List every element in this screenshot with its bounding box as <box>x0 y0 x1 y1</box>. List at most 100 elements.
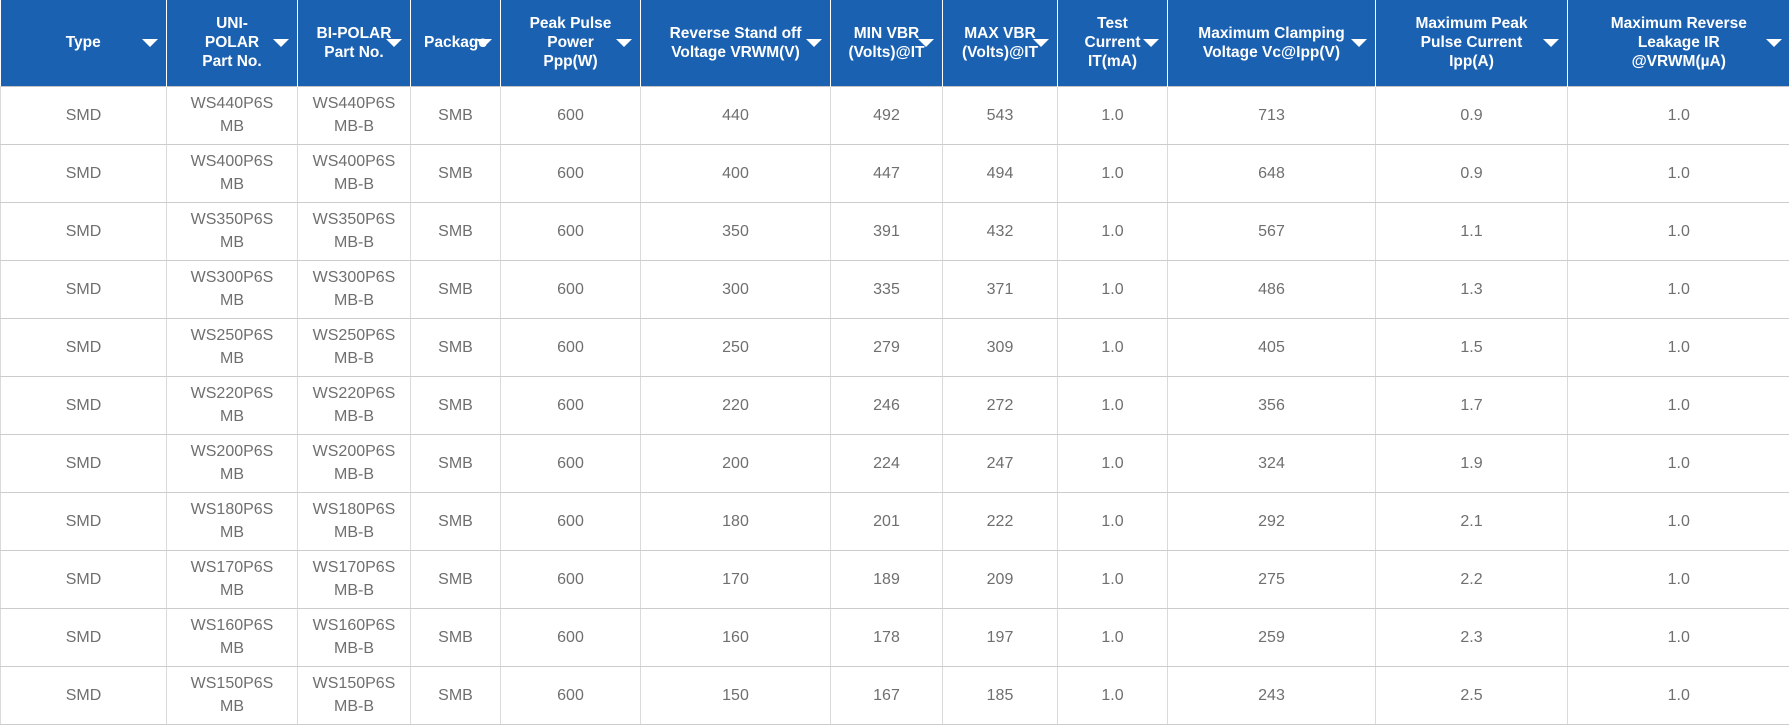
cell-max-reverse-leakage: 1.0 <box>1568 666 1789 724</box>
cell-type: SMD <box>1 86 167 144</box>
filter-dropdown-icon[interactable] <box>1143 39 1159 47</box>
column-header-peak-pulse-power[interactable]: Peak Pulse Power Ppp(W) <box>501 0 641 86</box>
cell-max-vbr: 432 <box>943 202 1058 260</box>
filter-dropdown-icon[interactable] <box>476 39 492 47</box>
cell-max-reverse-leakage: 1.0 <box>1568 202 1789 260</box>
cell-max-peak-pulse-current: 0.9 <box>1376 144 1568 202</box>
cell-max-vbr: 222 <box>943 492 1058 550</box>
cell-max-vbr: 209 <box>943 550 1058 608</box>
cell-max-reverse-leakage: 1.0 <box>1568 492 1789 550</box>
cell-test-current: 1.0 <box>1058 434 1168 492</box>
column-label-max-reverse-leakage: Maximum Reverse Leakage IR @VRWM(µA) <box>1611 14 1747 71</box>
cell-bipolar-part-no: WS400P6SMB-B <box>298 144 411 202</box>
filter-dropdown-icon[interactable] <box>142 39 158 47</box>
filter-dropdown-icon[interactable] <box>273 39 289 47</box>
filter-dropdown-icon[interactable] <box>1351 39 1367 47</box>
cell-max-clamping-voltage: 275 <box>1168 550 1376 608</box>
cell-unipolar-part-no: WS300P6SMB <box>167 260 298 318</box>
cell-unipolar-part-no: WS170P6SMB <box>167 550 298 608</box>
cell-package: SMB <box>411 144 501 202</box>
cell-package: SMB <box>411 492 501 550</box>
filter-dropdown-icon[interactable] <box>616 39 632 47</box>
cell-min-vbr: 391 <box>831 202 943 260</box>
cell-reverse-standoff-voltage: 400 <box>641 144 831 202</box>
cell-package: SMB <box>411 608 501 666</box>
cell-max-reverse-leakage: 1.0 <box>1568 550 1789 608</box>
cell-max-peak-pulse-current: 2.5 <box>1376 666 1568 724</box>
column-label-reverse-standoff-voltage: Reverse Stand off Voltage VRWM(V) <box>670 24 802 62</box>
filter-dropdown-icon[interactable] <box>918 39 934 47</box>
cell-peak-pulse-power: 600 <box>501 318 641 376</box>
cell-min-vbr: 447 <box>831 144 943 202</box>
cell-peak-pulse-power: 600 <box>501 144 641 202</box>
cell-bipolar-part-no: WS180P6SMB-B <box>298 492 411 550</box>
cell-type: SMD <box>1 144 167 202</box>
filter-dropdown-icon[interactable] <box>386 39 402 47</box>
cell-max-reverse-leakage: 1.0 <box>1568 434 1789 492</box>
cell-type: SMD <box>1 376 167 434</box>
cell-type: SMD <box>1 608 167 666</box>
column-header-max-reverse-leakage[interactable]: Maximum Reverse Leakage IR @VRWM(µA) <box>1568 0 1789 86</box>
column-header-max-clamping-voltage[interactable]: Maximum Clamping Voltage Vc@Ipp(V) <box>1168 0 1376 86</box>
filter-dropdown-icon[interactable] <box>806 39 822 47</box>
cell-unipolar-part-no: WS180P6SMB <box>167 492 298 550</box>
filter-dropdown-icon[interactable] <box>1766 39 1782 47</box>
filter-dropdown-icon[interactable] <box>1033 39 1049 47</box>
cell-reverse-standoff-voltage: 180 <box>641 492 831 550</box>
column-label-type: Type <box>66 33 101 52</box>
cell-peak-pulse-power: 600 <box>501 260 641 318</box>
cell-max-reverse-leakage: 1.0 <box>1568 318 1789 376</box>
cell-type: SMD <box>1 666 167 724</box>
cell-max-vbr: 247 <box>943 434 1058 492</box>
cell-peak-pulse-power: 600 <box>501 666 641 724</box>
cell-package: SMB <box>411 550 501 608</box>
column-header-max-vbr[interactable]: MAX VBR (Volts)@IT <box>943 0 1058 86</box>
column-header-bipolar-part-no[interactable]: BI-POLAR Part No. <box>298 0 411 86</box>
cell-bipolar-part-no: WS250P6SMB-B <box>298 318 411 376</box>
cell-max-vbr: 185 <box>943 666 1058 724</box>
cell-peak-pulse-power: 600 <box>501 492 641 550</box>
column-label-unipolar-part-no: UNI- POLAR Part No. <box>202 14 261 71</box>
cell-reverse-standoff-voltage: 250 <box>641 318 831 376</box>
cell-package: SMB <box>411 666 501 724</box>
cell-max-clamping-voltage: 648 <box>1168 144 1376 202</box>
cell-type: SMD <box>1 550 167 608</box>
column-label-bipolar-part-no: BI-POLAR Part No. <box>317 24 392 62</box>
column-header-test-current[interactable]: Test Current IT(mA) <box>1058 0 1168 86</box>
cell-test-current: 1.0 <box>1058 666 1168 724</box>
cell-max-reverse-leakage: 1.0 <box>1568 608 1789 666</box>
cell-type: SMD <box>1 202 167 260</box>
column-header-min-vbr[interactable]: MIN VBR (Volts)@IT <box>831 0 943 86</box>
cell-unipolar-part-no: WS400P6SMB <box>167 144 298 202</box>
cell-reverse-standoff-voltage: 300 <box>641 260 831 318</box>
cell-min-vbr: 492 <box>831 86 943 144</box>
cell-package: SMB <box>411 202 501 260</box>
cell-min-vbr: 335 <box>831 260 943 318</box>
cell-unipolar-part-no: WS160P6SMB <box>167 608 298 666</box>
cell-max-clamping-voltage: 486 <box>1168 260 1376 318</box>
cell-test-current: 1.0 <box>1058 144 1168 202</box>
cell-min-vbr: 246 <box>831 376 943 434</box>
cell-bipolar-part-no: WS220P6SMB-B <box>298 376 411 434</box>
column-header-reverse-standoff-voltage[interactable]: Reverse Stand off Voltage VRWM(V) <box>641 0 831 86</box>
cell-peak-pulse-power: 600 <box>501 376 641 434</box>
column-label-max-vbr: MAX VBR (Volts)@IT <box>962 24 1038 62</box>
cell-reverse-standoff-voltage: 200 <box>641 434 831 492</box>
column-label-test-current: Test Current IT(mA) <box>1085 14 1141 71</box>
cell-type: SMD <box>1 260 167 318</box>
column-header-type[interactable]: Type <box>1 0 167 86</box>
cell-max-vbr: 543 <box>943 86 1058 144</box>
cell-peak-pulse-power: 600 <box>501 434 641 492</box>
column-header-max-peak-pulse-current[interactable]: Maximum Peak Pulse Current Ipp(A) <box>1376 0 1568 86</box>
column-header-package[interactable]: Package <box>411 0 501 86</box>
cell-max-reverse-leakage: 1.0 <box>1568 144 1789 202</box>
column-header-unipolar-part-no[interactable]: UNI- POLAR Part No. <box>167 0 298 86</box>
cell-type: SMD <box>1 434 167 492</box>
cell-unipolar-part-no: WS250P6SMB <box>167 318 298 376</box>
cell-reverse-standoff-voltage: 220 <box>641 376 831 434</box>
filter-dropdown-icon[interactable] <box>1543 39 1559 47</box>
cell-min-vbr: 189 <box>831 550 943 608</box>
